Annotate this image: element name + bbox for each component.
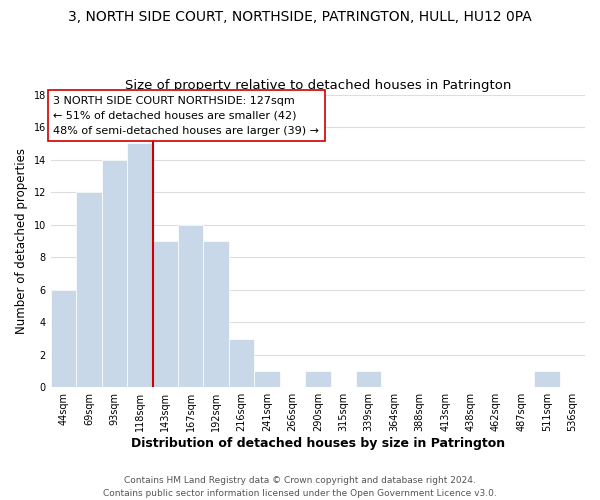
Bar — [178, 224, 203, 388]
Bar — [101, 160, 127, 388]
Bar — [76, 192, 101, 388]
Bar — [152, 241, 178, 388]
Text: 3, NORTH SIDE COURT, NORTHSIDE, PATRINGTON, HULL, HU12 0PA: 3, NORTH SIDE COURT, NORTHSIDE, PATRINGT… — [68, 10, 532, 24]
Bar — [305, 371, 331, 388]
X-axis label: Distribution of detached houses by size in Patrington: Distribution of detached houses by size … — [131, 437, 505, 450]
Bar — [534, 371, 560, 388]
Bar — [127, 144, 152, 388]
Bar — [51, 290, 76, 388]
Text: Contains HM Land Registry data © Crown copyright and database right 2024.
Contai: Contains HM Land Registry data © Crown c… — [103, 476, 497, 498]
Bar — [229, 338, 254, 388]
Text: 3 NORTH SIDE COURT NORTHSIDE: 127sqm
← 51% of detached houses are smaller (42)
4: 3 NORTH SIDE COURT NORTHSIDE: 127sqm ← 5… — [53, 96, 319, 136]
Bar — [356, 371, 382, 388]
Bar — [254, 371, 280, 388]
Bar — [203, 241, 229, 388]
Title: Size of property relative to detached houses in Patrington: Size of property relative to detached ho… — [125, 79, 511, 92]
Y-axis label: Number of detached properties: Number of detached properties — [15, 148, 28, 334]
